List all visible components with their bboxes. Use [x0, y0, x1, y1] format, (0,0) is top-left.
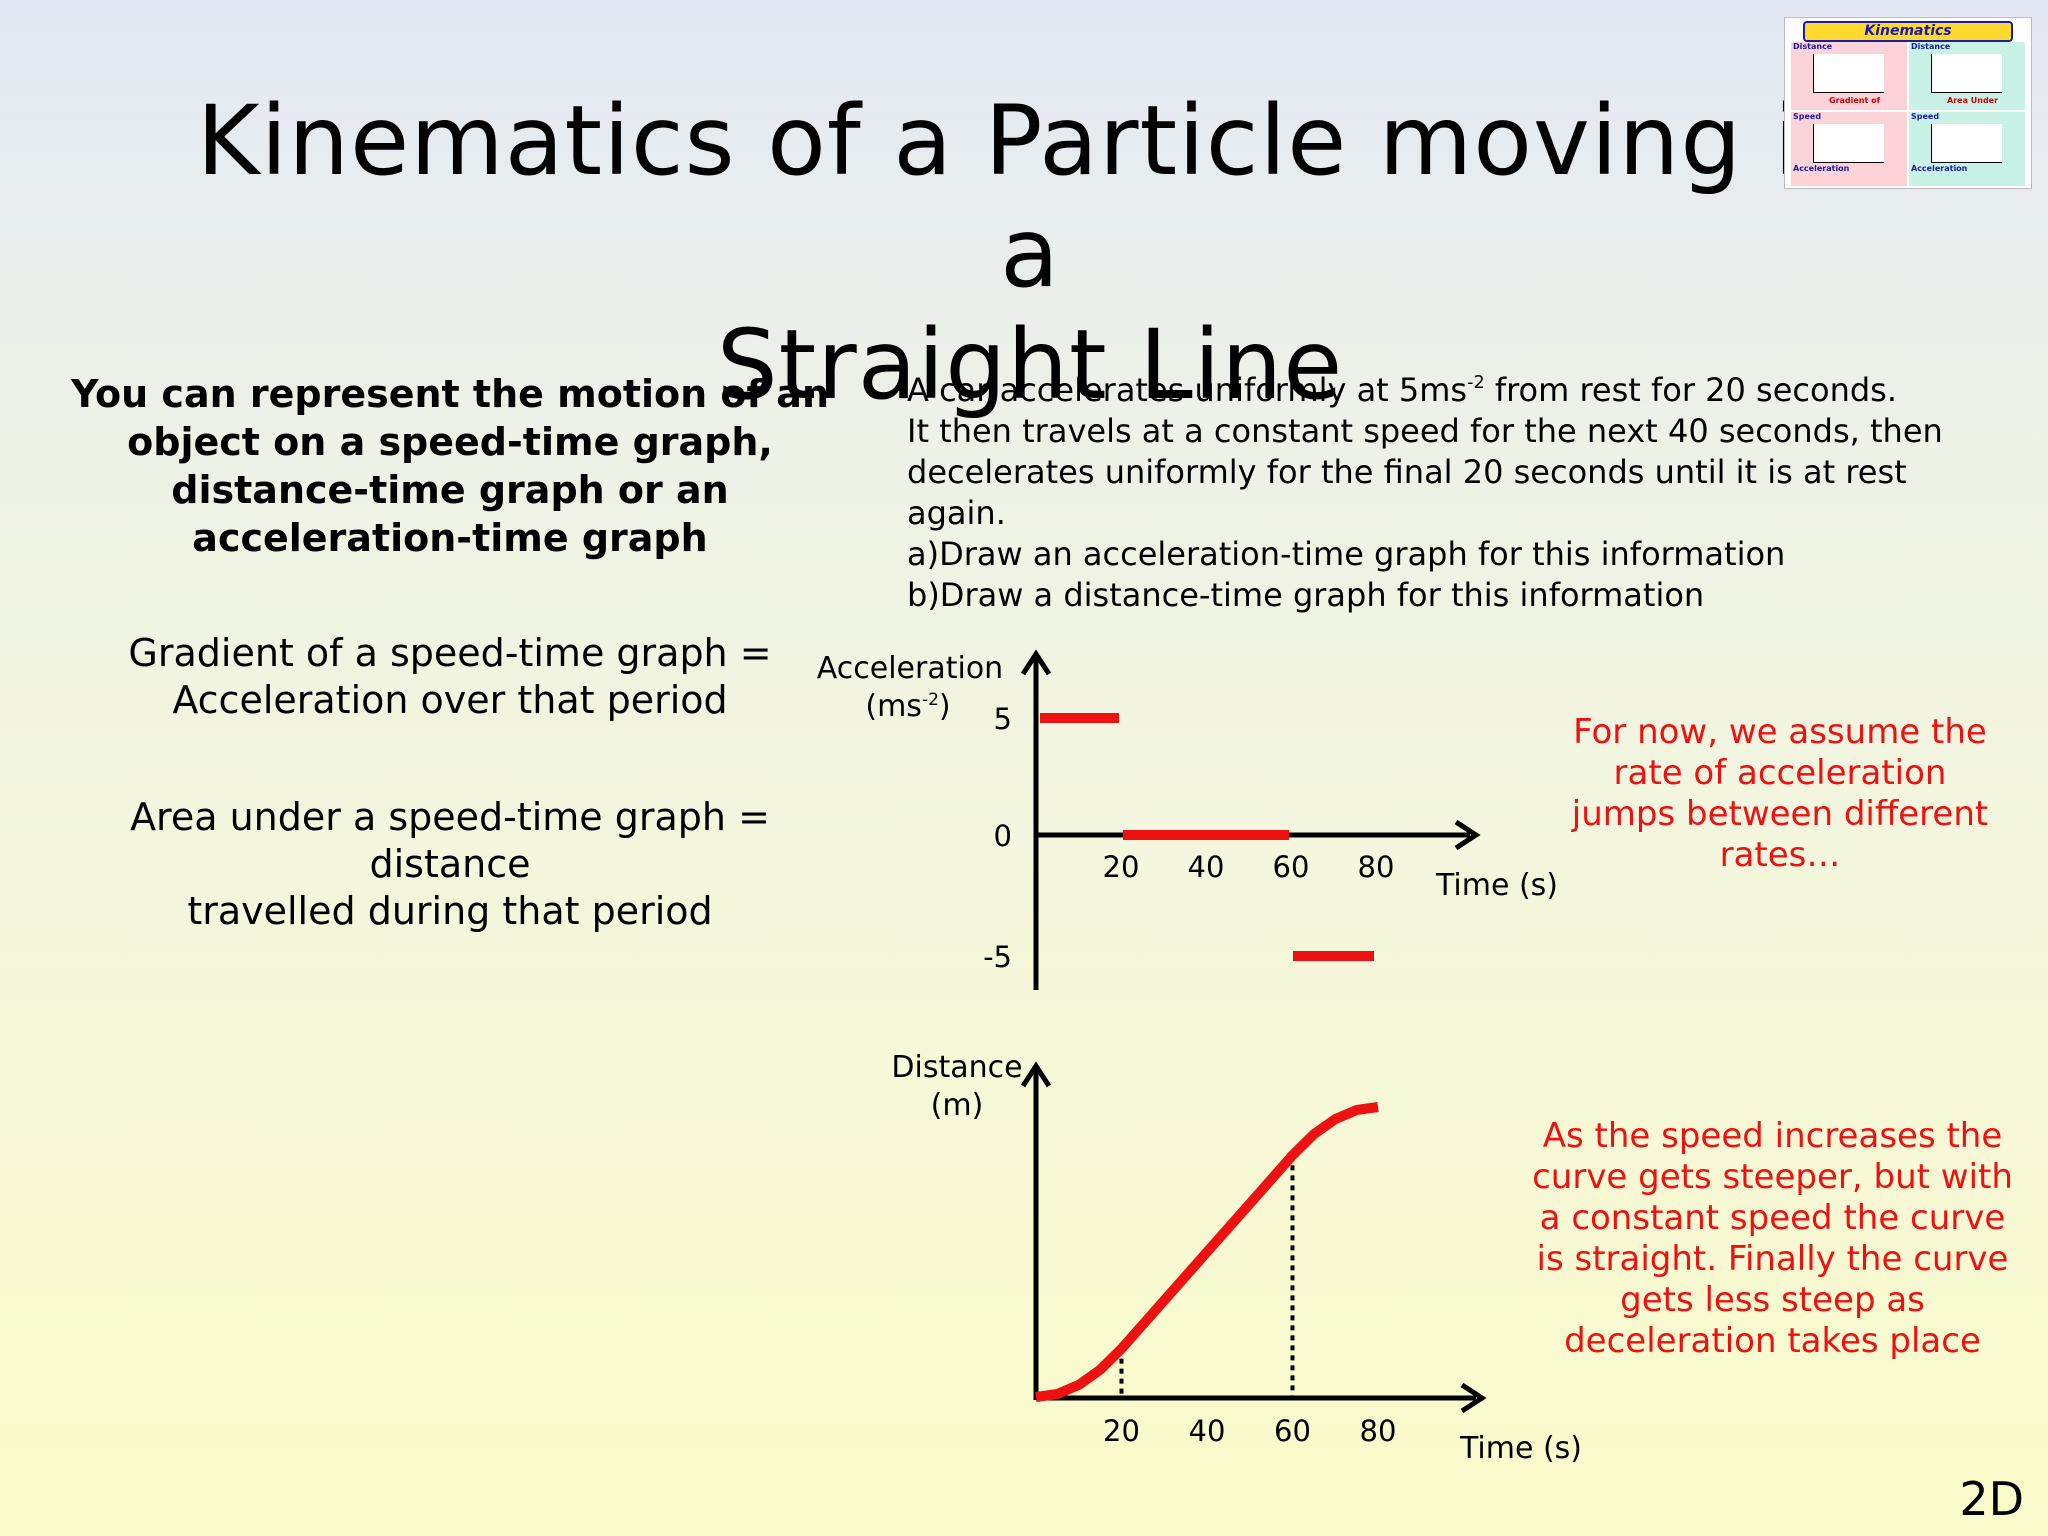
gradient-definition: Gradient of a speed-time graph = Acceler…: [110, 630, 790, 724]
dist-y-axis-unit: (m): [931, 1088, 984, 1123]
thumbnail-cell-label: Speed: [1911, 112, 1940, 121]
thumbnail-header: Kinematics: [1803, 21, 2013, 42]
acceleration-note: For now, we assume the rate of accelerat…: [1571, 712, 1989, 875]
acc-x-tick-label: 60: [1273, 850, 1310, 884]
page-title: Kinematics of a Particle moving in a Str…: [180, 85, 1880, 421]
problem-line-2: It then travels at a constant speed for …: [907, 412, 1943, 532]
thumbnail-cell: Distance Gradient of: [1791, 42, 1907, 110]
acc-y-axis-arrow: [1020, 649, 1052, 676]
thumbnail-mini-graph: [1931, 54, 2002, 93]
acc-y-tick-label: -5: [983, 940, 1012, 974]
gradient-line-1: Gradient of a speed-time graph =: [128, 631, 772, 675]
acc-y-axis-label: Acceleration: [817, 651, 1003, 686]
kinematics-thumbnail: Kinematics Distance Gradient of Distance Ar…: [1784, 17, 2032, 189]
thumbnail-cell-label: Acceleration: [1911, 164, 1968, 173]
acc-x-axis-arrow: [1454, 819, 1481, 851]
title-line-1: Kinematics of a Particle moving in a: [196, 85, 1864, 309]
acc-x-tick-label: 40: [1188, 850, 1225, 884]
thumbnail-cell: Acceleration: [1909, 164, 2025, 186]
thumbnail-cell: Distance Area Under: [1909, 42, 2025, 110]
acc-x-axis-label: Time (s): [1435, 868, 1558, 903]
problem-part-a: a)Draw an acceleration-time graph for th…: [907, 535, 1786, 573]
thumbnail-cell: Acceleration: [1791, 164, 1907, 186]
thumbnail-cell-caption: Area Under: [1947, 96, 1999, 105]
thumbnail-mini-graph: [1813, 54, 1884, 93]
distance-time-chart: 20 40 60 80 Time (s) Distance(m): [891, 1050, 1582, 1466]
area-definition: Area under a speed-time graph = distance…: [50, 794, 850, 935]
acc-x-tick-label: 20: [1103, 850, 1140, 884]
area-line-2: travelled during that period: [187, 889, 713, 933]
dist-x-axis-arrow: [1460, 1382, 1487, 1414]
acc-y-tick-label: 0: [994, 819, 1012, 853]
thumbnail-cell-label: Speed: [1793, 112, 1822, 121]
intro-text: You can represent the motion of an objec…: [71, 372, 829, 560]
distance-note: As the speed increases the curve gets st…: [1532, 1116, 2013, 1361]
dist-x-tick-label: 20: [1103, 1414, 1140, 1448]
problem-text: A car accelerates uniformly at 5ms-2 fro…: [907, 370, 2007, 616]
gradient-line-2: Acceleration over that period: [172, 678, 728, 722]
acceleration-time-chart: 20 40 60 80 5 0 -5 Time (s) Acceleration(ms-2): [817, 649, 1558, 990]
dist-x-axis-label: Time (s): [1459, 1431, 1582, 1466]
thumbnail-mini-graph: [1813, 124, 1884, 163]
thumbnail-cell-label: Distance: [1911, 42, 1951, 51]
dist-x-tick-label: 60: [1274, 1414, 1311, 1448]
acc-y-axis-unit: (ms-2): [865, 689, 950, 724]
acc-y-tick-label: 5: [994, 702, 1012, 736]
thumbnail-cell-label: Distance: [1793, 42, 1833, 51]
slide-number: 2D: [1959, 1472, 2024, 1526]
dist-x-tick-label: 80: [1360, 1414, 1397, 1448]
problem-part-b: b)Draw a distance-time graph for this in…: [907, 576, 1705, 614]
dist-x-tick-label: 40: [1189, 1414, 1226, 1448]
thumbnail-cell-label: Acceleration: [1793, 164, 1850, 173]
dist-series-line: [1035, 1102, 1379, 1402]
dist-y-axis-label: Distance: [891, 1050, 1022, 1085]
title-line-2: Straight Line: [716, 309, 1344, 421]
thumbnail-cell-caption: Gradient of: [1829, 96, 1881, 105]
problem-line-1: A car accelerates uniformly at 5ms-2 fro…: [907, 371, 1898, 409]
dist-y-axis-arrow: [1020, 1061, 1052, 1088]
area-line-1: Area under a speed-time graph = distance: [130, 795, 770, 886]
acc-x-tick-label: 80: [1358, 850, 1395, 884]
thumbnail-mini-graph: [1931, 124, 2002, 163]
